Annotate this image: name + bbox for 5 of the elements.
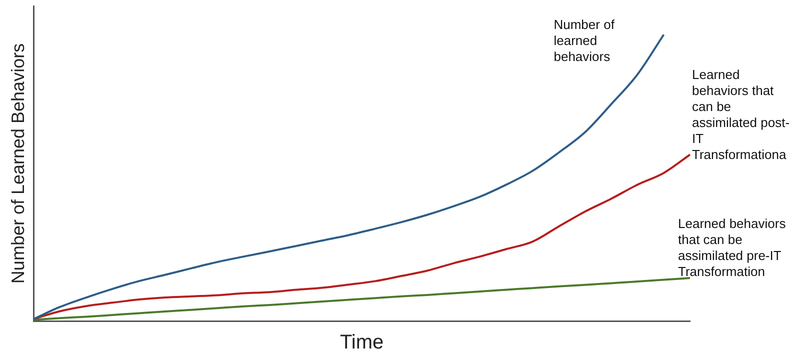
x-axis-title: Time [340,332,384,354]
series-label: Learned behaviors that can be assimilated pre-IT Transformation [678,216,787,280]
series-label: Number of learned behaviors [554,16,616,65]
y-axis-title: Number of Learned Behaviors [8,43,28,284]
series-label: Learned behaviors that can be assimilated post-IT Transformationa [692,66,791,163]
